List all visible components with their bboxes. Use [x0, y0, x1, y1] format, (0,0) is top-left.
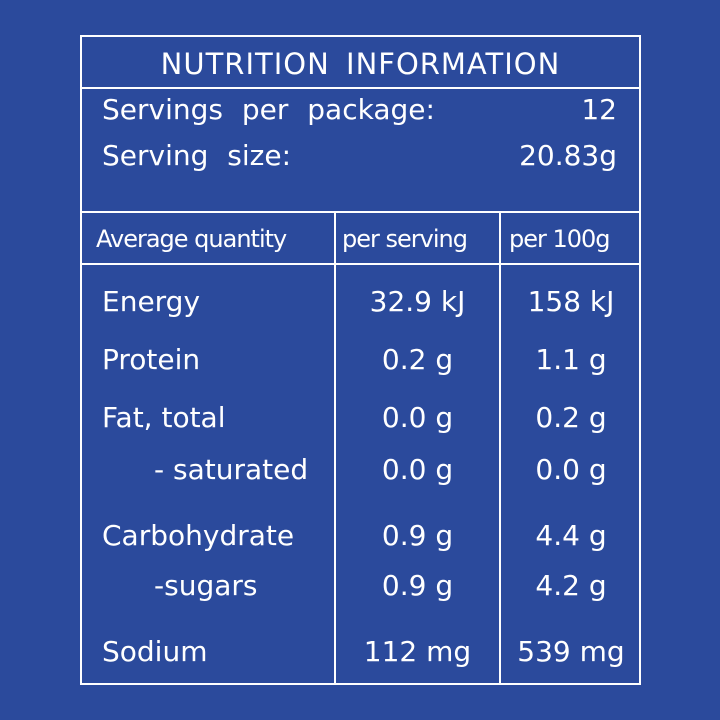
row-label: - saturated [154, 453, 309, 486]
row-per-serving: 112 mg [363, 635, 472, 668]
row-per-serving: 0.2 g [381, 343, 454, 376]
row-per-serving: 0.0 g [381, 401, 454, 434]
row-label: Protein [102, 343, 201, 376]
serving-size-row: Serving size: 20.83g [102, 139, 617, 172]
row-label: Energy [102, 285, 201, 318]
row-per-100g: 4.2 g [535, 569, 607, 602]
header-per-serving: per serving [342, 225, 468, 253]
row-per-serving: 0.9 g [381, 519, 454, 552]
row-label: Fat, total [102, 401, 226, 434]
table-header: Average quantity per serving per 100g [82, 211, 639, 265]
servings-per-package-row: Servings per package: 12 [102, 93, 617, 126]
row-per-serving: 0.0 g [381, 453, 454, 486]
row-per-serving: 0.9 g [381, 569, 454, 602]
column-divider [334, 211, 336, 683]
nutrition-panel: NUTRITION INFORMATION Servings per packa… [80, 35, 641, 685]
row-per-100g: 539 mg [517, 635, 625, 668]
row-label: -sugars [154, 569, 258, 602]
row-label: Carbohydrate [102, 519, 295, 552]
column-divider [499, 211, 501, 683]
servings-per-package-value: 12 [581, 93, 617, 126]
serving-size-label: Serving size: [102, 139, 292, 172]
panel-title: NUTRITION INFORMATION [82, 37, 639, 89]
row-per-100g: 158 kJ [527, 285, 615, 318]
header-per-100g: per 100g [509, 225, 611, 253]
servings-per-package-label: Servings per package: [102, 93, 435, 126]
row-label: Sodium [102, 635, 208, 668]
row-per-100g: 4.4 g [535, 519, 607, 552]
serving-size-value: 20.83g [519, 139, 617, 172]
header-average-quantity: Average quantity [96, 225, 287, 253]
row-per-100g: 0.0 g [535, 453, 607, 486]
row-per-serving: 32.9 kJ [369, 285, 466, 318]
row-per-100g: 0.2 g [535, 401, 607, 434]
row-per-100g: 1.1 g [535, 343, 607, 376]
